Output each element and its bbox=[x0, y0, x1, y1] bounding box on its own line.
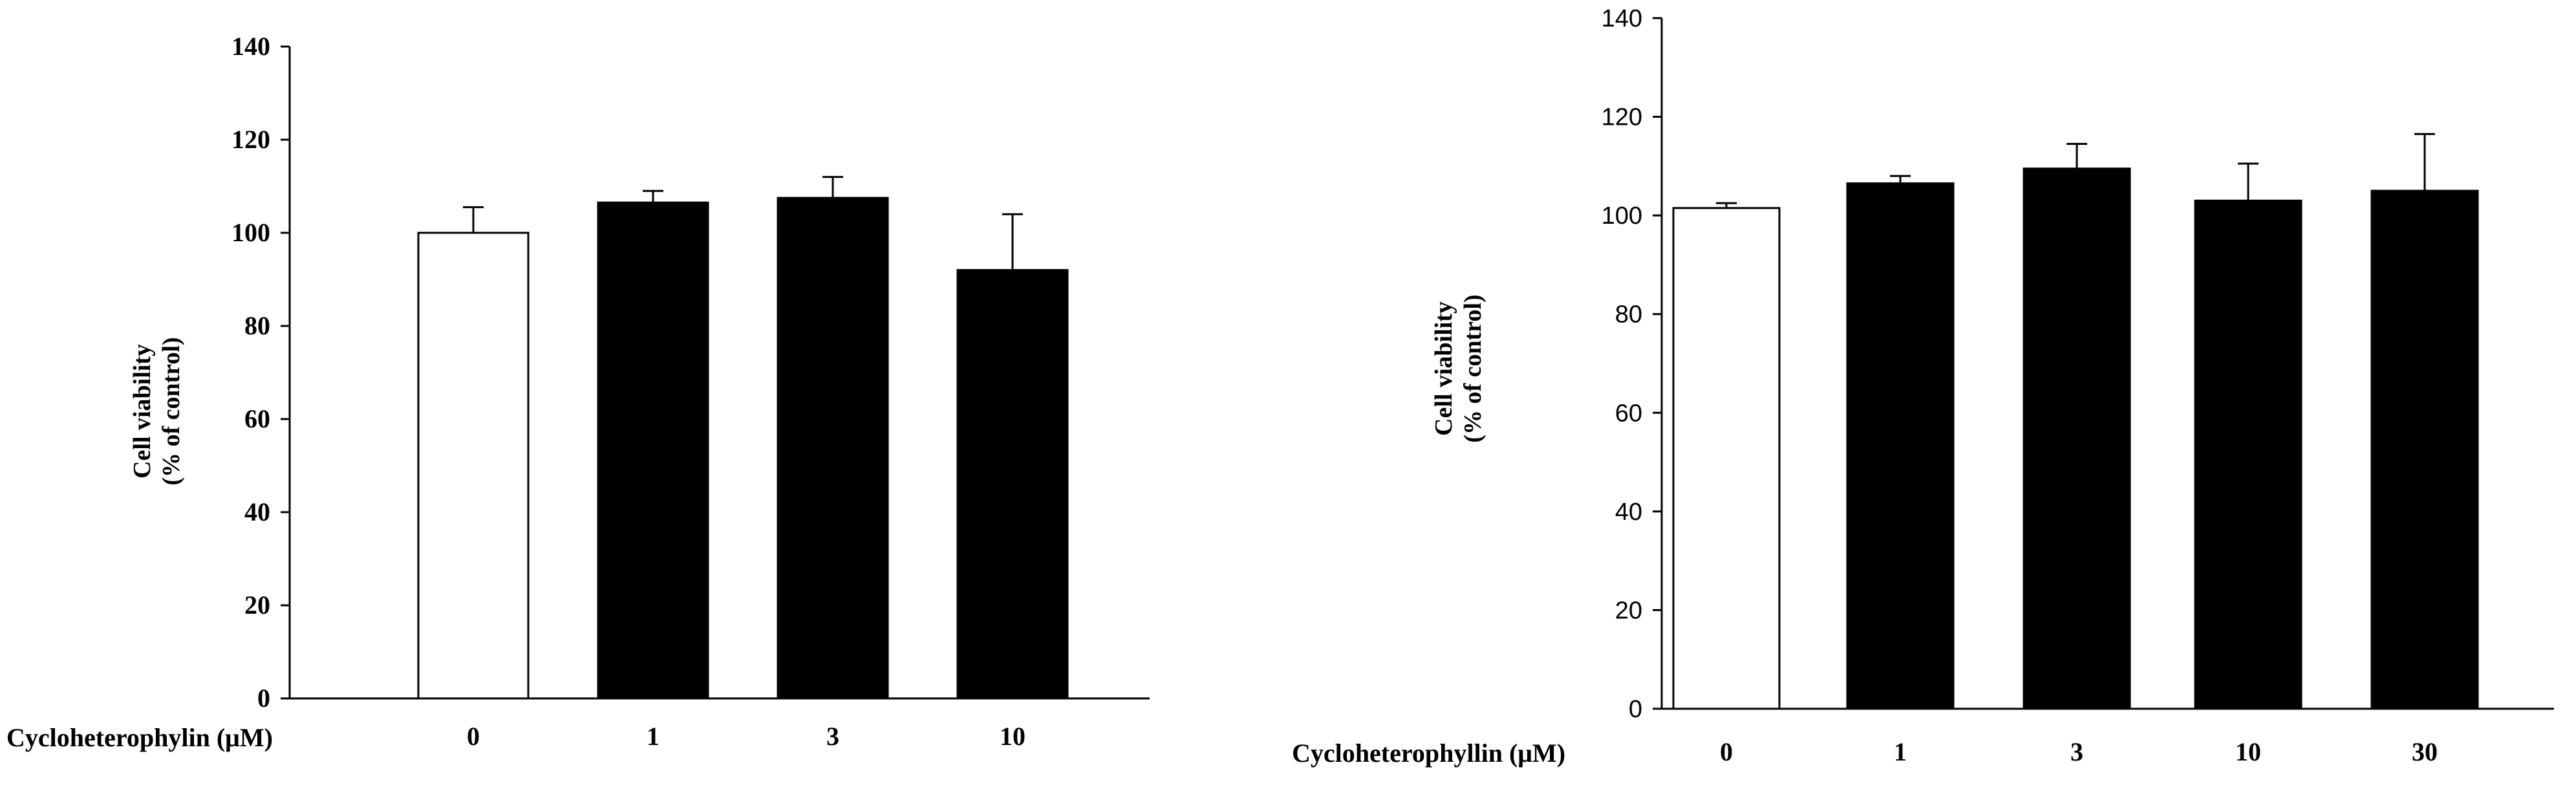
y-axis-label-line2: (% of control) bbox=[1459, 294, 1487, 442]
y-axis-label-line1: Cell viability bbox=[1430, 301, 1457, 436]
y-tick-label: 120 bbox=[1602, 104, 1642, 131]
bar-3 bbox=[2023, 167, 2131, 710]
bar-10 bbox=[956, 269, 1069, 700]
y-tick-label: 60 bbox=[1615, 400, 1642, 427]
x-tick-label: 0 bbox=[1720, 737, 1733, 766]
y-axis-label-line2: (% of control) bbox=[158, 337, 185, 485]
y-tick-label: 80 bbox=[244, 311, 270, 340]
x-axis-label: Cycloheterophylin (μM) bbox=[6, 723, 273, 752]
y-tick-label: 120 bbox=[231, 125, 270, 154]
y-tick-label: 20 bbox=[244, 590, 270, 620]
y-tick-label: 100 bbox=[231, 218, 270, 247]
bar-1 bbox=[1846, 182, 1955, 710]
bar-1 bbox=[597, 201, 709, 700]
y-tick-label: 0 bbox=[257, 684, 270, 713]
bar-0 bbox=[1672, 207, 1781, 710]
x-tick-label: 10 bbox=[2235, 737, 2261, 766]
x-tick-label: 10 bbox=[1000, 722, 1025, 751]
x-tick-label: 1 bbox=[647, 722, 660, 751]
x-tick-label: 30 bbox=[2412, 737, 2438, 766]
x-tick-label: 1 bbox=[1894, 737, 1907, 766]
y-tick-label: 140 bbox=[1602, 5, 1642, 32]
x-tick-label: 3 bbox=[826, 722, 839, 751]
y-tick-label: 80 bbox=[1615, 301, 1642, 329]
y-axis-label-line1: Cell viability bbox=[129, 344, 156, 479]
y-tick-label: 100 bbox=[1602, 202, 1642, 230]
x-tick-label: 0 bbox=[467, 722, 480, 751]
chart-panel-left: Cell viability (% of control) Cycloheter… bbox=[6, 32, 1150, 752]
y-tick-label: 40 bbox=[1615, 499, 1642, 526]
y-tick-label: 20 bbox=[1615, 597, 1642, 624]
y-tick-label: 40 bbox=[244, 497, 270, 526]
x-axis-label: Cycloheterophyllin (μM) bbox=[1292, 739, 1565, 768]
bar-30 bbox=[2370, 189, 2479, 710]
y-tick-label: 0 bbox=[1629, 696, 1642, 723]
y-tick-label: 60 bbox=[244, 404, 270, 433]
bar-3 bbox=[777, 197, 889, 700]
bar-0 bbox=[417, 232, 530, 700]
chart-panel-right: Cell viability (% of control) Cycloheter… bbox=[1292, 5, 2554, 768]
bar-10 bbox=[2194, 199, 2302, 710]
x-tick-label: 3 bbox=[2070, 737, 2083, 766]
y-tick-label: 140 bbox=[231, 32, 270, 61]
